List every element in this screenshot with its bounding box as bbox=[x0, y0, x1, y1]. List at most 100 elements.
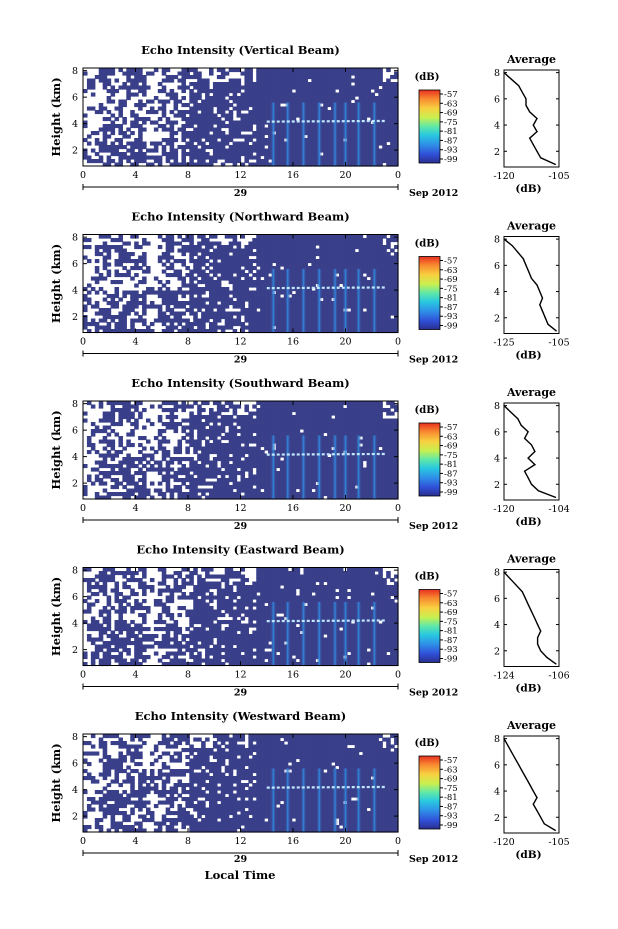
echo-cell bbox=[236, 280, 242, 285]
echo-cell bbox=[193, 418, 198, 423]
echo-cell bbox=[185, 75, 190, 80]
echo-cell bbox=[390, 287, 395, 292]
echo-cell bbox=[252, 304, 257, 309]
echo-cell bbox=[189, 248, 194, 253]
echo-cell bbox=[149, 148, 155, 153]
echo-cell bbox=[181, 429, 186, 434]
rain-streak bbox=[284, 102, 291, 166]
echo-cell bbox=[220, 89, 226, 94]
echo-cell bbox=[307, 418, 312, 423]
echo-cell bbox=[165, 287, 171, 292]
echo-cell bbox=[94, 425, 100, 430]
echo-cell bbox=[209, 71, 214, 76]
echo-cell bbox=[323, 106, 328, 111]
echo-cell bbox=[366, 252, 372, 257]
echo-cell bbox=[378, 297, 383, 302]
echo-cell bbox=[295, 159, 301, 164]
echo-cell bbox=[228, 485, 234, 490]
echo-cell bbox=[197, 471, 202, 476]
x-tick-label: 20 bbox=[339, 337, 351, 348]
echo-cell bbox=[346, 294, 352, 299]
echo-cell bbox=[338, 301, 344, 306]
echo-cell bbox=[177, 422, 183, 427]
echo-cell bbox=[256, 436, 261, 441]
echo-cell bbox=[327, 495, 332, 500]
echo-cell bbox=[126, 404, 131, 409]
echo-cell bbox=[122, 259, 127, 264]
echo-cell bbox=[303, 401, 309, 406]
echo-cell bbox=[354, 82, 360, 87]
colorbar-tick-label: -69 bbox=[444, 109, 458, 119]
echo-cell bbox=[86, 301, 92, 306]
echo-cell bbox=[110, 404, 116, 409]
echo-cell bbox=[228, 152, 234, 157]
echo-cell bbox=[106, 401, 112, 406]
echo-cell bbox=[256, 485, 261, 490]
echo-cell bbox=[224, 432, 230, 437]
echo-cell bbox=[248, 453, 253, 458]
echo-cell bbox=[378, 234, 383, 239]
echo-cell bbox=[201, 99, 206, 104]
echo-cell bbox=[224, 467, 230, 472]
echo-cell bbox=[161, 474, 167, 479]
echo-cell bbox=[327, 152, 332, 157]
echo-cell bbox=[232, 92, 238, 97]
echo-cell bbox=[382, 325, 387, 330]
echo-cell bbox=[212, 460, 218, 465]
echo-cell bbox=[390, 311, 395, 316]
echo-cell bbox=[260, 290, 265, 295]
echo-cell bbox=[189, 488, 194, 493]
y-axis-label: Height (km) bbox=[49, 244, 63, 323]
echo-cell bbox=[165, 329, 171, 334]
average-profile-point bbox=[544, 317, 546, 319]
echo-cell bbox=[299, 241, 305, 246]
echo-cell bbox=[161, 294, 167, 299]
echo-cell bbox=[319, 96, 324, 101]
echo-cell bbox=[338, 418, 344, 423]
echo-cell bbox=[291, 294, 297, 299]
echo-cell bbox=[244, 467, 249, 472]
echo-cell bbox=[102, 311, 108, 316]
echo-cell bbox=[291, 322, 297, 327]
echo-cell bbox=[275, 301, 281, 306]
echo-cell bbox=[287, 71, 293, 76]
echo-cell bbox=[232, 283, 238, 288]
echo-cell bbox=[236, 439, 242, 444]
echo-cell bbox=[232, 436, 238, 441]
echo-cell bbox=[138, 138, 143, 143]
echo-cell bbox=[327, 467, 332, 472]
echo-cell bbox=[209, 411, 214, 416]
echo-cell bbox=[295, 404, 301, 409]
echo-cell bbox=[94, 248, 100, 253]
echo-cell bbox=[248, 315, 253, 320]
echo-cell bbox=[342, 255, 348, 260]
echo-cell bbox=[244, 404, 249, 409]
echo-cell bbox=[201, 450, 206, 455]
echo-cell bbox=[382, 155, 387, 160]
echo-cell bbox=[212, 138, 218, 143]
echo-cell bbox=[138, 401, 143, 406]
echo-cell bbox=[153, 450, 159, 455]
echo-cell bbox=[279, 68, 285, 73]
echo-cell bbox=[311, 106, 316, 111]
echo-cell bbox=[110, 145, 116, 150]
echo-cell bbox=[118, 145, 123, 150]
echo-cell bbox=[295, 481, 301, 486]
echo-cell bbox=[374, 96, 379, 101]
echo-cell bbox=[291, 78, 297, 83]
echo-cell bbox=[197, 464, 202, 469]
echo-cell bbox=[283, 418, 289, 423]
echo-cell bbox=[394, 89, 399, 94]
echo-cell bbox=[134, 68, 139, 73]
echo-cell bbox=[142, 269, 147, 274]
echo-cell bbox=[248, 162, 253, 167]
echo-cell bbox=[307, 308, 312, 313]
echo-cell bbox=[299, 89, 305, 94]
echo-cell bbox=[232, 290, 238, 295]
echo-cell bbox=[264, 325, 269, 330]
echo-cell bbox=[169, 162, 175, 167]
echo-cell bbox=[374, 89, 379, 94]
echo-cell bbox=[307, 103, 312, 108]
echo-cell bbox=[331, 262, 336, 267]
echo-cell bbox=[83, 488, 88, 493]
